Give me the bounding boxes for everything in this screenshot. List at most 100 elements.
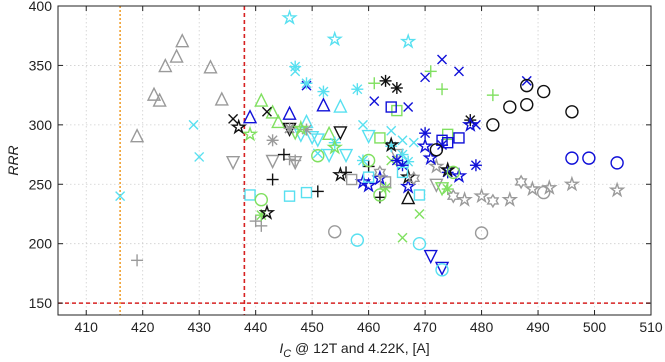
y-tick-label: 200 [29,236,53,252]
data-point-circle [311,149,325,163]
data-point-star [281,9,298,25]
reference-lines [58,6,651,315]
x-tick-label: 480 [470,319,494,335]
data-point-star [360,176,377,193]
data-point-plus [436,83,449,96]
x-tick-label: 450 [300,319,324,335]
data-point-x [403,102,414,113]
data-point-triangle-down [321,148,337,164]
data-point-star [230,118,248,135]
data-point-x [386,125,397,136]
data-point-x [521,75,532,86]
data-point-star [524,180,541,197]
data-point-triangle-up [146,86,162,101]
data-point-circle [582,151,596,165]
data-point-circle [328,225,342,239]
data-point-circle [520,78,534,93]
plot-frame [57,5,652,316]
data-point-star [501,190,519,207]
data-point-circle [486,118,500,132]
x-axis-label: IC @ 12T and 4.22K, [A] [279,340,429,360]
data-point-triangle-down [389,148,404,164]
y-tick-label: 300 [29,117,53,133]
data-point-square [374,132,386,144]
data-point-hexagram [407,170,421,186]
data-point-triangle-up [321,125,337,141]
axis-ticks: 410 420 430 440 450 460 470 480 490 500 510 150 200 2… [29,0,663,335]
data-point-plus [368,77,381,90]
x-tick-label: 440 [244,319,268,335]
data-point-x [357,119,368,130]
data-point-square [300,186,313,199]
data-point-circle [503,100,517,114]
data-point-square [453,132,465,144]
data-point-hexagram [486,193,500,209]
data-point-triangle-up [271,113,286,129]
data-point-plus [131,254,144,267]
data-point-asterisk [469,159,482,172]
data-point-triangle-down [333,126,348,141]
data-point-star [461,116,479,132]
grid [58,5,652,315]
data-point-triangle-down [225,155,241,171]
y-axis-label: RRR [5,145,21,175]
data-point-x [397,232,408,243]
data-point-triangle-down [310,133,325,148]
y-tick-label: 250 [29,176,53,192]
data-point-x [115,191,126,202]
data-point-plus [289,154,302,167]
data-point-star [326,30,343,47]
data-point-star [428,157,445,174]
data-point-asterisk [351,83,364,96]
data-point-circle [350,233,365,247]
data-point-circle [565,105,579,119]
data-point-star [258,204,276,220]
data-point-x [188,119,199,130]
data-point-asterisk [419,127,432,140]
data-point-star [241,125,259,142]
data-point-triangle-up [169,48,184,63]
data-point-star [473,187,490,204]
data-point-asterisk [317,85,330,98]
data-point-circle [446,165,461,180]
data-point-circle [429,143,444,157]
data-point-star [456,190,473,207]
data-point-circle [520,97,534,112]
data-point-triangle-down [423,249,438,265]
data-point-circle [373,188,387,202]
data-point-star [608,181,626,198]
data-point-triangle-down [429,178,444,193]
y-tick-label: 400 [29,0,53,14]
data-point-triangle-up [333,98,348,113]
data-point-square [244,189,256,201]
data-point-asterisk [390,82,403,95]
data-point-asterisk [266,134,279,147]
data-point-circle [536,185,551,200]
data-point-star [292,119,310,136]
y-tick-label: 350 [29,57,53,73]
x-tick-label: 420 [131,319,155,335]
data-point-square [396,166,409,179]
x-tick-label: 410 [75,319,99,335]
data-point-asterisk [396,159,409,172]
data-point-triangle-down [305,131,320,146]
data-point-x [369,96,380,107]
data-point-triangle-up [152,92,167,107]
data-point-plus [249,215,262,228]
data-point-star [563,175,581,192]
data-point-triangle-up [158,58,173,73]
data-point-plus [486,89,499,102]
data-point-plus [424,65,437,78]
data-point-x [397,135,408,146]
data-point-plus [266,173,279,186]
data-point-triangle-up [254,92,269,107]
data-point-triangle-up [203,59,218,74]
data-point-triangle-down [434,261,450,277]
data-point-circle [254,193,269,207]
data-point-star [382,136,400,153]
data-point-x [408,137,419,148]
data-point-hexagram [446,188,460,204]
data-point-asterisk [379,74,392,87]
data-point-square [345,173,358,186]
data-point-x [414,208,425,219]
